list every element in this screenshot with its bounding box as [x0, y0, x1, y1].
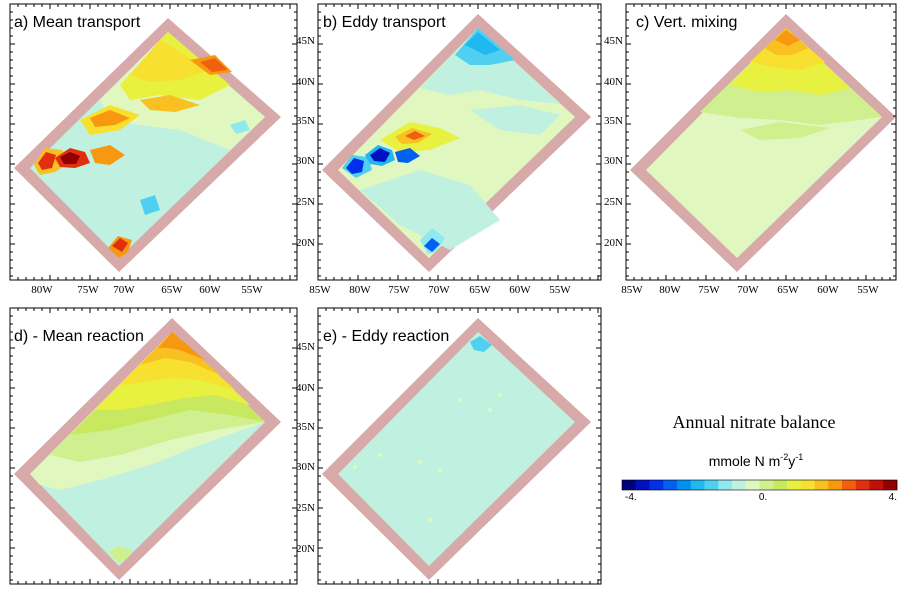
panel-a-lon-labels: 80W 75W 70W 65W 60W 55W — [31, 284, 263, 296]
colorbar-swatch — [635, 480, 650, 490]
colorbar-swatch — [745, 480, 760, 490]
colorbar-swatch — [649, 480, 664, 490]
colorbar-swatch — [718, 480, 733, 490]
colorbar-swatch — [787, 480, 802, 490]
panel-b-lon-65w: 65W — [469, 284, 491, 296]
panel-c-lon-60w: 60W — [817, 284, 839, 296]
panel-c-lon-55w: 55W — [857, 284, 879, 296]
panel-b-lon-70w: 70W — [428, 284, 450, 296]
colorbar-swatch — [814, 480, 829, 490]
panel-b-lat-45n: 45N — [296, 35, 315, 47]
legend-tick-mid: 0. — [759, 492, 767, 503]
panel-c-field — [700, 28, 882, 140]
panel-c-lon-70w: 70W — [737, 284, 759, 296]
legend: Annual nitrate balance mmole N m-2y-1 -4… — [621, 412, 898, 503]
panel-b-lat-40n: 40N — [296, 76, 315, 88]
colorbar-swatch — [883, 480, 898, 490]
panel-c-lon-labels: 85W 80W 75W 70W 65W 60W 55W — [621, 284, 879, 296]
panel-c: c) Vert. mixing 45N 40N 35N 30N 25N 20N … — [604, 3, 897, 296]
panel-c-lat-labels: 45N 40N 35N 30N 25N 20N — [604, 35, 623, 249]
panel-e-lat-25n: 25N — [296, 502, 315, 514]
legend-tick-min: -4. — [625, 492, 637, 503]
legend-units-exp1: -2 — [780, 452, 788, 462]
colorbar-swatch — [800, 480, 815, 490]
panel-d-label: d) - Mean reaction — [14, 328, 144, 345]
panel-a-lon-55w: 55W — [241, 284, 263, 296]
panel-d: d) - Mean reaction — [9, 307, 298, 585]
panel-e-lat-20n: 20N — [296, 543, 315, 555]
panel-e-lat-30n: 30N — [296, 461, 315, 473]
panel-a-lon-65w: 65W — [161, 284, 183, 296]
panel-b-field — [342, 28, 560, 254]
panel-a-field — [34, 32, 265, 258]
colorbar-swatch — [677, 480, 692, 490]
panel-a-lon-70w: 70W — [113, 284, 135, 296]
panel-e-lat-35n: 35N — [296, 421, 315, 433]
panel-b-lat-35n: 35N — [296, 115, 315, 127]
colorbar-swatch — [869, 480, 884, 490]
panel-a-lon-80w: 80W — [31, 284, 53, 296]
panel-c-lon-75w: 75W — [698, 284, 720, 296]
panel-c-lat-25n: 25N — [604, 196, 623, 208]
panel-a-lon-75w: 75W — [77, 284, 99, 296]
legend-units-mid: y — [788, 453, 795, 469]
panel-b-lon-55w: 55W — [549, 284, 571, 296]
colorbar-swatch — [855, 480, 870, 490]
panel-c-lat-30n: 30N — [604, 155, 623, 167]
colorbar-swatch — [622, 480, 637, 490]
panel-e-lat-40n: 40N — [296, 382, 315, 394]
colorbar-swatch — [732, 480, 747, 490]
panel-e-label: e) - Eddy reaction — [323, 328, 449, 345]
panel-c-lon-80w: 80W — [659, 284, 681, 296]
panel-c-lat-35n: 35N — [604, 115, 623, 127]
panel-c-lat-40n: 40N — [604, 76, 623, 88]
axis-ticks — [9, 3, 896, 584]
colorbar-swatch — [663, 480, 678, 490]
colorbar-swatch — [842, 480, 857, 490]
panel-c-label: c) Vert. mixing — [636, 14, 737, 31]
legend-title: Annual nitrate balance — [673, 412, 836, 432]
panel-b-lat-20n: 20N — [296, 237, 315, 249]
panel-b-lon-labels: 85W 80W 75W 70W 65W 60W 55W — [309, 284, 571, 296]
panel-c-lat-45n: 45N — [604, 35, 623, 47]
panel-e-domain — [338, 332, 575, 566]
panel-b-lon-60w: 60W — [509, 284, 531, 296]
panel-b-lat-25n: 25N — [296, 196, 315, 208]
panel-b-label: b) Eddy transport — [323, 14, 446, 31]
colorbar-swatch — [828, 480, 843, 490]
panel-b-lat-labels: 45N 40N 35N 30N 25N 20N — [296, 35, 315, 249]
panel-c-lat-20n: 20N — [604, 237, 623, 249]
colorbar-swatch — [690, 480, 705, 490]
colorbar-swatch — [759, 480, 774, 490]
legend-units-base: mmole N m — [709, 453, 781, 469]
panel-a-label: a) Mean transport — [14, 14, 141, 31]
panel-c-lon-85w: 85W — [621, 284, 643, 296]
colorbar-swatch — [773, 480, 788, 490]
colorbar-border — [621, 479, 898, 491]
panel-b-lat-30n: 30N — [296, 155, 315, 167]
colorbar — [621, 479, 898, 491]
panel-a: a) Mean transport 80W 75W 70W 65W 60W 55… — [9, 3, 298, 296]
panel-d-field — [30, 332, 265, 563]
panel-b-lon-80w: 80W — [349, 284, 371, 296]
panel-b-lon-85w: 85W — [309, 284, 331, 296]
legend-tick-max: 4. — [889, 492, 897, 503]
panel-e-lat-45n: 45N — [296, 341, 315, 353]
legend-units: mmole N m-2y-1 — [709, 452, 804, 469]
legend-units-exp2: -1 — [795, 452, 803, 462]
panel-a-lon-60w: 60W — [199, 284, 221, 296]
colorbar-swatch — [704, 480, 719, 490]
panel-e-lat-labels: 45N 40N 35N 30N 25N 20N — [296, 341, 315, 555]
panel-b-lon-75w: 75W — [388, 284, 410, 296]
panel-c-lon-65w: 65W — [777, 284, 799, 296]
panel-e: e) - Eddy reaction 45N 40N 35N 30N 25N 2… — [296, 307, 602, 585]
panel-e-field — [353, 336, 502, 522]
panel-b: b) Eddy transport 45N 40N 35N 30N 25N 20… — [296, 3, 602, 296]
